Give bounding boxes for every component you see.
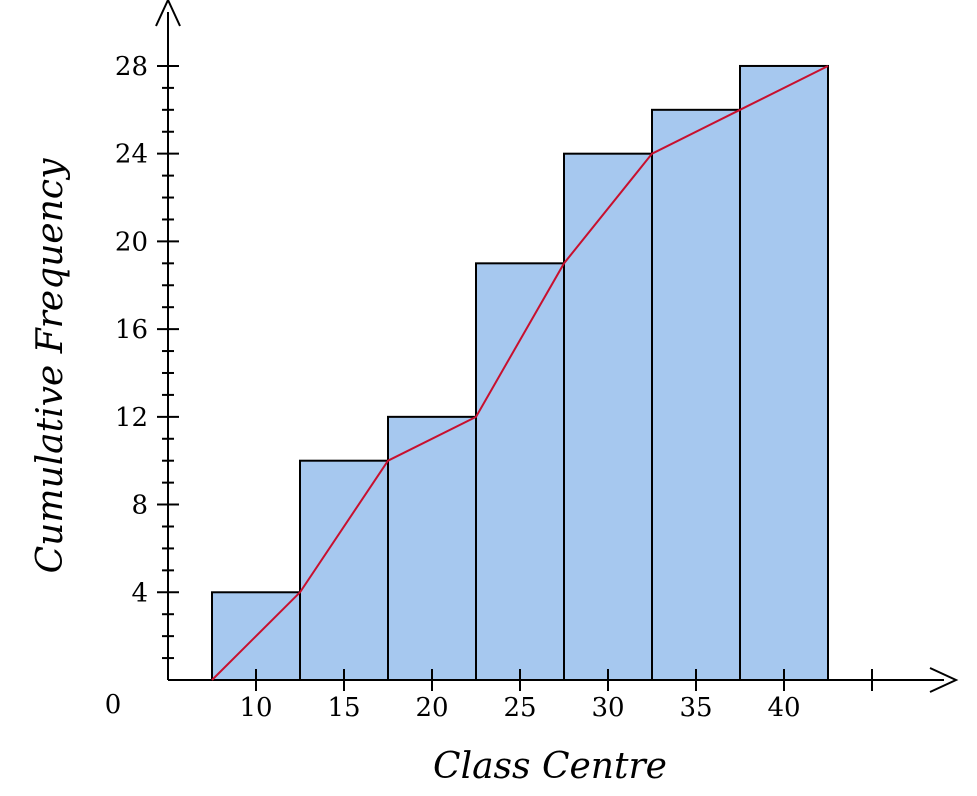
x-tick-label: 10 (239, 693, 272, 723)
bar-40 (739, 64, 829, 681)
y-axis-title: Cumulative Frequency (30, 158, 71, 573)
x-tick-label: 25 (503, 693, 536, 723)
x-tick-label: 35 (679, 693, 712, 723)
x-tick-label: 30 (591, 693, 624, 723)
origin-label: 0 (105, 690, 122, 720)
x-axis-arrowhead (929, 667, 959, 693)
bar-25 (475, 262, 565, 681)
bars-group (211, 64, 829, 682)
y-tick-label: 12 (115, 403, 148, 433)
x-tick-label: 40 (767, 693, 800, 723)
y-tick-label: 24 (115, 140, 148, 170)
y-tick-label: 16 (115, 315, 148, 345)
ogive-line (211, 65, 829, 681)
x-axis-title: Class Centre (433, 746, 667, 787)
labels-group: 0 Class Centre Cumulative Frequency 4 8 12… (30, 52, 801, 787)
x-tick-label: 15 (327, 693, 360, 723)
y-tick-label: 28 (115, 52, 148, 82)
x-tick-label: 20 (415, 693, 448, 723)
y-tick-label: 8 (131, 491, 148, 521)
bar-20 (387, 415, 477, 681)
y-tick-label: 4 (131, 578, 148, 608)
y-axis-arrowhead (155, 0, 181, 27)
y-tick-label: 20 (115, 227, 148, 257)
axes-group (155, 0, 959, 693)
bar-15 (299, 459, 389, 682)
ticks-group (157, 64, 873, 691)
bar-30 (563, 152, 653, 681)
bar-35 (651, 108, 741, 681)
